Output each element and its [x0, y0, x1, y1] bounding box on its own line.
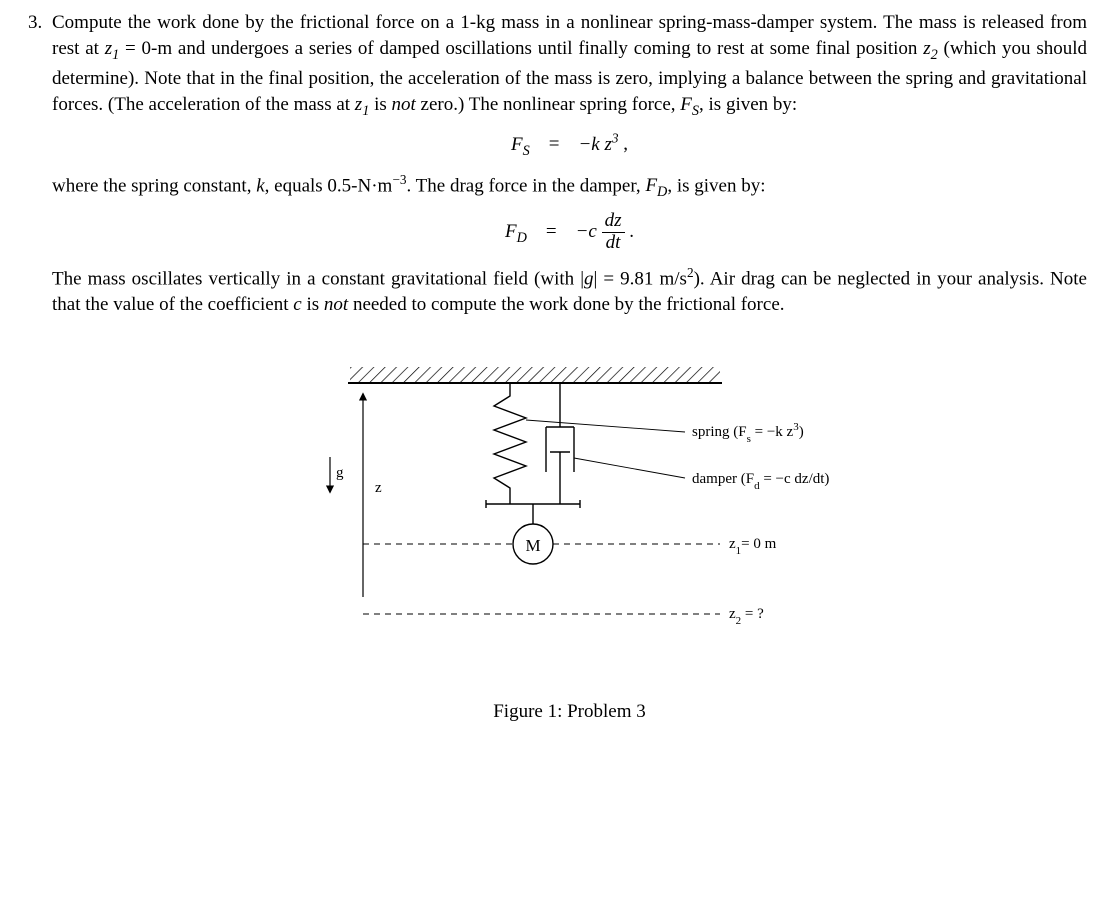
mass-label: M	[525, 536, 540, 555]
spring-label: spring (Fs = −k z3)	[692, 421, 804, 445]
damper-label: damper (Fd = −c dz/dt)	[692, 471, 829, 492]
g-label: g	[336, 465, 344, 481]
var-z2: z2	[923, 38, 938, 59]
equation-damper-force: FD = −c dzdt .	[52, 211, 1087, 254]
var-g: g	[584, 268, 594, 289]
z1-label: z1= 0 m	[729, 536, 777, 557]
text: , is given by:	[667, 175, 765, 196]
var-k: k	[256, 175, 264, 196]
z-axis-label: z	[375, 480, 382, 496]
not2: not	[324, 294, 348, 315]
text: , is given by:	[699, 94, 797, 115]
text: zero.) The nonlinear spring force,	[416, 94, 681, 115]
text: where the spring constant,	[52, 175, 256, 196]
text: , equals 0.5-N·m	[265, 175, 393, 196]
exp2: 2	[687, 265, 694, 280]
text: | = 9.81 m/s	[594, 268, 687, 289]
figure-diagram: z g M	[230, 352, 910, 672]
figure-wrapper: z g M	[52, 352, 1087, 724]
var-z1b: z1	[355, 94, 370, 115]
z2-label: z2 = ?	[729, 606, 764, 627]
text: needed to compute the work done by the f…	[348, 294, 784, 315]
problem-body: Compute the work done by the frictional …	[52, 10, 1087, 725]
equation-spring-force: FS = −k z3 ,	[52, 129, 1087, 161]
not1: not	[392, 94, 416, 115]
var-Fs: FS	[680, 94, 699, 115]
var-Fd: FD	[645, 175, 667, 196]
text: = 0-m and undergoes a series of damped o…	[119, 38, 923, 59]
text: . The drag force in the damper,	[407, 175, 646, 196]
text: is	[302, 294, 324, 315]
var-c: c	[293, 294, 301, 315]
figure-caption: Figure 1: Problem 3	[52, 699, 1087, 725]
text: is	[369, 94, 391, 115]
var-z1: z1	[105, 38, 120, 59]
problem-number: 3.	[28, 10, 52, 36]
exp: −3	[392, 172, 406, 187]
text: The mass oscillates vertically in a cons…	[52, 268, 584, 289]
